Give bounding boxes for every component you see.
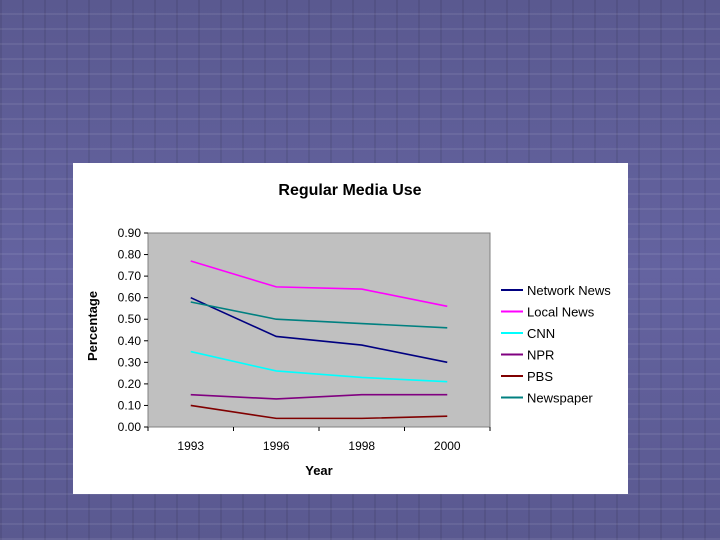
chart-title: Regular Media Use xyxy=(278,182,421,199)
legend-label: Newspaper xyxy=(527,391,593,406)
y-tick-label: 0.50 xyxy=(118,312,142,326)
x-tick-label: 1993 xyxy=(177,439,204,453)
y-tick-label: 0.70 xyxy=(118,269,142,283)
y-tick-label: 0.10 xyxy=(118,398,142,412)
legend-label: CNN xyxy=(527,326,555,341)
series-line-cnn xyxy=(190,350,448,383)
y-tick-label: 0.60 xyxy=(118,291,142,305)
x-axis-label: Year xyxy=(305,463,332,478)
y-tick-label: 0.40 xyxy=(118,334,142,348)
plot-area xyxy=(147,232,491,428)
y-tick-label: 0.80 xyxy=(118,248,142,262)
line-chart: Regular Media Use 0.00 0.10 0.20 0.30 0.40 0.… xyxy=(85,182,611,478)
series-line-pbs xyxy=(190,404,448,420)
y-axis-label: Percentage xyxy=(85,291,100,361)
series-line-newspaper xyxy=(190,301,448,329)
legend-label: Network News xyxy=(527,283,611,298)
y-tick-label: 0.00 xyxy=(118,420,142,434)
series-line-npr xyxy=(190,393,448,400)
chart-panel: Regular Media Use 0.00 0.10 0.20 0.30 0.40 0.… xyxy=(73,163,628,494)
y-tick-label: 0.20 xyxy=(118,377,142,391)
y-tick-label: 0.30 xyxy=(118,355,142,369)
series-line-network-news xyxy=(190,296,448,364)
legend-label: Local News xyxy=(527,305,595,320)
y-tick-label: 0.90 xyxy=(118,226,142,240)
x-tick-label: 1996 xyxy=(263,439,290,453)
legend-label: PBS xyxy=(527,369,553,384)
x-tick-label: 1998 xyxy=(348,439,375,453)
legend: Network News Local News CNN NPR PBS Newspaper xyxy=(501,283,611,406)
legend-label: NPR xyxy=(527,348,554,363)
series-line-local-news xyxy=(190,260,448,308)
x-tick-label: 2000 xyxy=(434,439,461,453)
